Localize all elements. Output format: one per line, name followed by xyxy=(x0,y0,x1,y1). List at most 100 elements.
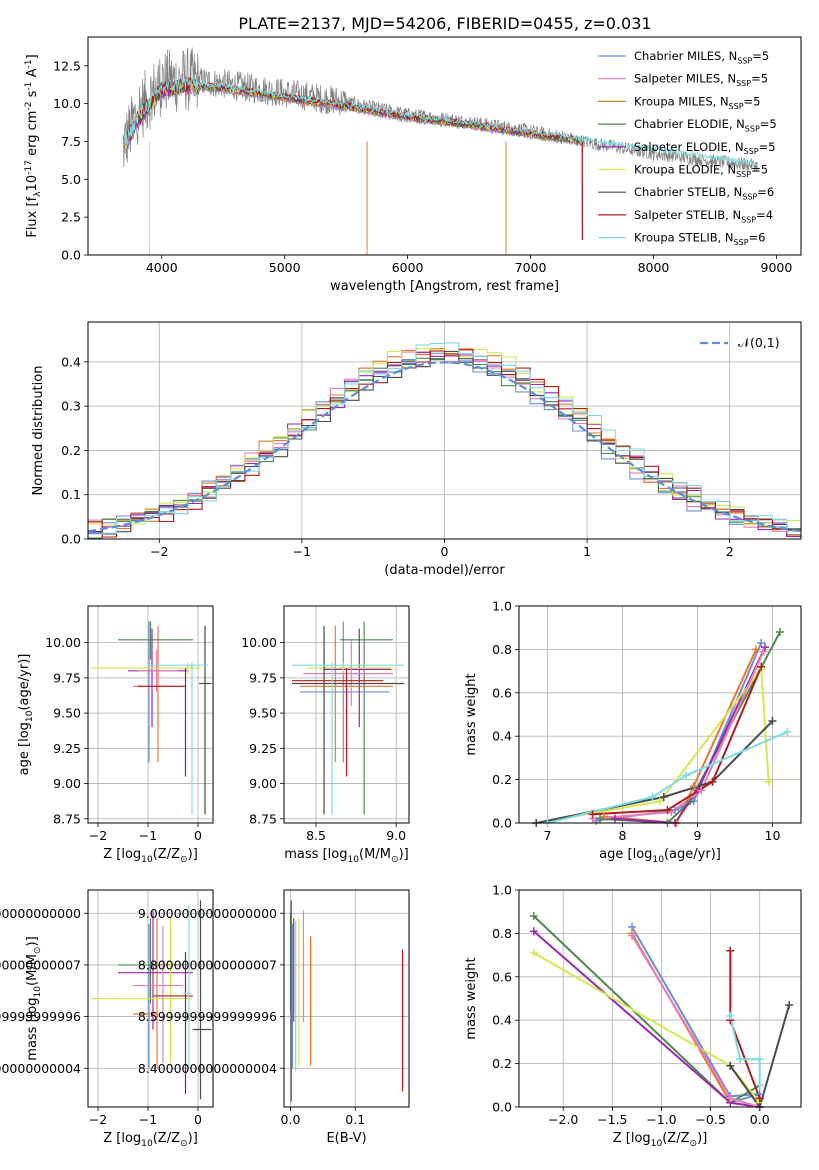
y-tick-label: 8.75 xyxy=(249,811,277,826)
y-tick-label: 8.8000000000000007 xyxy=(138,957,277,972)
weight-marker-4-3 xyxy=(764,777,773,786)
histogram-8 xyxy=(88,342,801,535)
normal-curve xyxy=(88,361,801,533)
legend-label-1: Salpeter MILES, NSSP​=5 xyxy=(634,72,768,88)
panel-weight_vs_Z: −2.0 −1.5 −1.0 −0.5 0.0 0.0 0.2 0.4 0.6 0.8 1.0 Z [… xyxy=(464,883,802,1149)
y-tick-label: 8.5999999999999996 xyxy=(138,1009,277,1024)
panel-age_vs_Z: −2 −1 0 8.75 9.00 9.25 9.50 9.75 10.00 Z [log10​(… xyxy=(17,605,214,865)
x-tick-label: 0 xyxy=(194,1112,202,1127)
y-tick-label: 0.3 xyxy=(61,399,81,414)
y-tick-label: 0.2 xyxy=(492,1056,512,1071)
legend-label-0: Chabrier MILES, NSSP​=5 xyxy=(634,49,769,65)
panel-residuals: −2 −1 0 1 2 0.0 0.1 0.2 0.3 0.4 (data-model)/error… xyxy=(31,321,802,578)
x-tick-label: −2 xyxy=(89,828,107,843)
y-tick-label: 0.2 xyxy=(61,443,81,458)
plot-area xyxy=(292,621,405,815)
panel-mass_vs_ebv: 0.0 0.1 8.4000000000000004 8.59999999999999… xyxy=(138,889,410,1146)
y-tick-label: 9.0000000000000000 xyxy=(138,906,277,921)
weight-line-3 xyxy=(614,646,766,823)
x-tick-label: −1 xyxy=(139,1112,157,1127)
weight-marker-3-0 xyxy=(529,927,538,936)
y-tick-label: 0.6 xyxy=(492,969,512,984)
y-tick-label: 8.8000000000000007 xyxy=(0,957,81,972)
weight-line-6 xyxy=(729,1004,791,1107)
x-tick-label: 9.0 xyxy=(386,828,406,843)
y-tick-label: 0.4 xyxy=(61,354,81,369)
y-tick-label: 0.8 xyxy=(492,926,512,941)
weight-marker-7-0 xyxy=(726,946,735,955)
weight-marker-1-3 xyxy=(752,645,760,654)
y-tick-label: 0.1 xyxy=(61,487,81,502)
x-tick-label: 0 xyxy=(194,828,202,843)
axes-frame xyxy=(87,889,214,1108)
weight-marker-8-3 xyxy=(783,727,792,736)
legend-label-3: Chabrier ELODIE, NSSP​=5 xyxy=(634,117,777,133)
plot-area xyxy=(90,621,212,815)
y-tick-label: 10.00 xyxy=(241,635,277,650)
x-tick-label: −2.0 xyxy=(548,1112,578,1127)
y-tick-label: 2.5 xyxy=(61,210,81,225)
x-tick-label: −1 xyxy=(139,828,157,843)
x-tick-label: 8000 xyxy=(638,260,670,275)
y-tick-label: 8.75 xyxy=(53,811,81,826)
weight-marker-8-1 xyxy=(648,792,657,801)
weight-marker-3-0 xyxy=(611,814,619,823)
weight-marker-4-1 xyxy=(656,797,664,806)
x-tick-label: 5000 xyxy=(269,260,301,275)
x-tick-label: 8 xyxy=(619,828,627,843)
weight-marker-8-0 xyxy=(726,1011,735,1020)
legend-label-5: Kroupa ELODIE, NSSP​=5 xyxy=(634,163,768,179)
x-tick-label: 2 xyxy=(726,544,734,559)
panel-spectrum: 4000 5000 6000 7000 8000 9000 0.0 2.5 5.0 7.5 10.0… xyxy=(24,36,802,294)
model-spectrum-7 xyxy=(124,76,583,240)
x-tick-label: 8.5 xyxy=(306,828,326,843)
x-tick-label: 4000 xyxy=(146,260,178,275)
y-tick-label: 9.75 xyxy=(249,670,277,685)
x-tick-label: −2 xyxy=(150,544,168,559)
weight-marker-7-3 xyxy=(757,662,766,671)
y-tick-label: 0.4 xyxy=(492,1013,512,1028)
x-axis-label: E(B-V) xyxy=(326,1131,366,1146)
weight-marker-2-0 xyxy=(596,814,604,823)
x-tick-label: −1.0 xyxy=(646,1112,676,1127)
weight-marker-6-2 xyxy=(785,1001,794,1010)
legend-label-7: Salpeter STELIB, NSSP​=4 xyxy=(634,208,773,224)
weight-marker-5-0 xyxy=(627,931,636,940)
x-axis-label: mass [log10​(M/M⊙​)] xyxy=(284,847,408,865)
y-tick-label: 9.0000000000000000 xyxy=(0,906,81,921)
weight-marker-3-3 xyxy=(761,643,769,652)
x-tick-label: 10 xyxy=(765,828,781,843)
y-tick-label: 0.0 xyxy=(492,816,512,831)
y-axis-label: Flux [fλ​10-17​ erg cm-2​ s-1​ A-1​] xyxy=(24,54,43,237)
x-axis-label: (data-model)/error xyxy=(384,563,505,578)
legend-label-6: Chabrier STELIB, NSSP​=6 xyxy=(634,185,774,201)
y-tick-label: 12.5 xyxy=(53,58,81,73)
weight-marker-2-3 xyxy=(776,628,784,637)
plot-area xyxy=(122,47,758,255)
y-tick-label: 10.0 xyxy=(53,96,81,111)
x-tick-label: 0.0 xyxy=(281,1112,301,1127)
y-tick-label: 0.0 xyxy=(61,532,81,547)
y-axis-label: mass weight xyxy=(464,957,479,1039)
weight-marker-5-2 xyxy=(697,786,706,795)
x-tick-label: 6000 xyxy=(392,260,424,275)
weight-marker-7-1 xyxy=(663,805,672,814)
weight-marker-8-3 xyxy=(755,1081,764,1090)
axes-frame xyxy=(518,605,802,824)
y-tick-label: 8.4000000000000004 xyxy=(138,1061,277,1076)
y-tick-label: 0.0 xyxy=(61,248,81,263)
y-tick-label: 9.25 xyxy=(53,741,81,756)
x-tick-label: −2 xyxy=(89,1112,107,1127)
panel-age_vs_mass: 8.5 9.0 8.75 9.00 9.25 9.50 9.75 10.00 mass [log… xyxy=(241,605,410,865)
y-tick-label: 8.5999999999999996 xyxy=(0,1009,81,1024)
y-tick-label: 0.6 xyxy=(492,685,512,700)
weight-marker-5-3 xyxy=(759,647,768,656)
x-tick-label: 9 xyxy=(694,828,702,843)
figure-title: PLATE=2137, MJD=54206, FIBERID=0455, z=0… xyxy=(238,14,651,33)
weight-marker-7-2 xyxy=(755,1094,764,1103)
axes-frame xyxy=(283,889,410,1108)
weight-marker-6-0 xyxy=(726,1061,735,1070)
y-axis-label: mass weight xyxy=(464,673,479,755)
plot-area xyxy=(90,900,212,1100)
